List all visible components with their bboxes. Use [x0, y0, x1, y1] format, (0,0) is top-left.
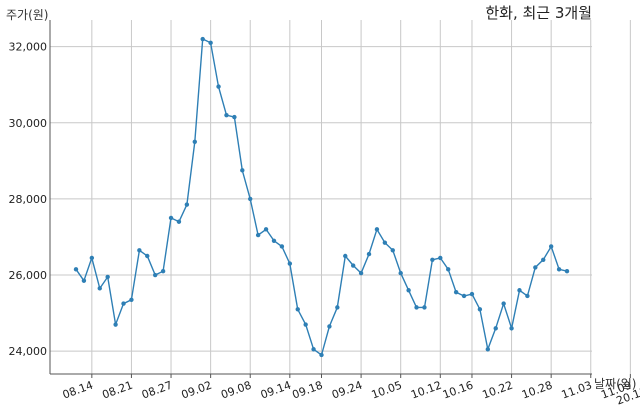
axis-layer — [49, 20, 631, 378]
data-point — [97, 286, 102, 291]
data-point — [168, 215, 174, 221]
x-tick-label: 11.03 — [560, 379, 594, 402]
series-layer — [73, 36, 570, 358]
data-point — [509, 326, 514, 331]
data-point — [564, 269, 570, 274]
data-point — [89, 255, 95, 261]
data-point — [105, 274, 110, 280]
y-tick-label: 28,000 — [9, 193, 48, 206]
data-point — [192, 139, 197, 145]
data-point — [287, 261, 293, 266]
x-tick-label: 08.27 — [140, 379, 174, 402]
data-point — [271, 238, 277, 243]
data-point — [303, 322, 308, 327]
data-point — [255, 232, 261, 238]
data-point — [295, 307, 300, 312]
data-point — [327, 324, 332, 329]
x-tick-label: 10.05 — [370, 379, 404, 402]
data-point — [446, 267, 451, 272]
data-point — [81, 278, 87, 283]
data-point — [113, 322, 118, 327]
x-tick-label: 10.22 — [481, 379, 515, 402]
data-point — [533, 265, 538, 270]
grid-layer — [50, 20, 631, 374]
y-tick-label: 32,000 — [9, 41, 48, 54]
y-axis-label: 주가(원) — [6, 8, 48, 22]
data-point — [358, 270, 364, 276]
x-tick-label: 08.21 — [100, 379, 134, 402]
data-point — [414, 305, 419, 310]
data-point — [263, 227, 269, 232]
data-point — [493, 326, 498, 331]
data-point — [208, 40, 213, 46]
data-point — [232, 114, 237, 120]
label-layer: 24,000 26,000 28,000 30,000 32,000 08.14 08.21… — [9, 41, 640, 408]
data-point — [422, 305, 427, 310]
data-point — [248, 196, 253, 202]
data-point — [453, 289, 459, 295]
y-tick-label: 26,000 — [9, 269, 48, 282]
data-point — [390, 248, 395, 253]
data-point — [279, 244, 285, 249]
data-point — [311, 347, 316, 352]
data-point — [541, 257, 546, 263]
data-point — [160, 269, 166, 274]
data-point — [548, 244, 554, 249]
x-tick-label: 09.02 — [180, 379, 214, 402]
x-tick-label: 09.24 — [330, 379, 364, 402]
data-point — [335, 305, 340, 310]
x-tick-label: 10.28 — [520, 379, 554, 402]
data-point — [152, 272, 158, 278]
x-tick-label: 09.14 — [259, 379, 293, 402]
data-point — [517, 288, 522, 293]
data-point — [224, 112, 229, 118]
data-point — [501, 301, 506, 306]
y-tick-label: 24,000 — [9, 345, 48, 358]
data-point — [461, 293, 467, 299]
data-point — [319, 352, 324, 358]
x-tick-label: 10.12 — [409, 379, 443, 402]
data-point — [145, 253, 150, 259]
data-point — [137, 248, 142, 253]
data-point — [430, 257, 435, 263]
data-point — [398, 270, 403, 276]
data-point — [121, 301, 126, 306]
x-tick-label: 09.08 — [219, 379, 253, 402]
data-point — [343, 253, 348, 259]
data-point — [469, 291, 475, 297]
data-point — [350, 263, 356, 268]
data-point — [438, 255, 443, 261]
y-tick-label: 30,000 — [9, 117, 48, 130]
data-point — [374, 227, 380, 232]
data-point — [240, 168, 245, 173]
data-point — [406, 288, 411, 293]
x-tick-label: 08.14 — [61, 379, 95, 402]
data-point — [184, 202, 190, 207]
x-axis-label: 날짜(일) — [594, 377, 636, 391]
x-tick-label: 10.16 — [441, 379, 475, 402]
data-point — [176, 219, 182, 224]
data-point — [216, 84, 221, 89]
data-point — [200, 36, 205, 42]
data-point — [73, 267, 79, 272]
chart-title: 한화, 최근 3개월 — [485, 4, 592, 22]
data-point — [129, 297, 134, 302]
data-point — [556, 267, 562, 272]
data-point — [525, 293, 530, 299]
data-point — [366, 251, 372, 257]
x-tick-label: 09.18 — [290, 379, 324, 402]
data-point — [485, 347, 491, 352]
data-point — [477, 307, 483, 312]
data-point — [382, 240, 388, 245]
